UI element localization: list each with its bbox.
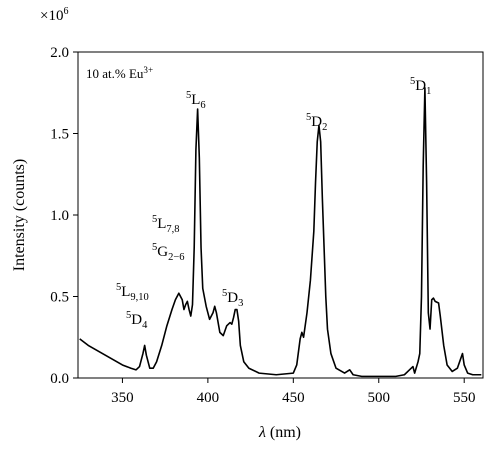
- annotation: 5L7,8: [152, 214, 180, 235]
- annotation-base: D: [227, 290, 238, 306]
- multiplier-sup: 6: [63, 6, 68, 17]
- annotation-base: 10 at.% Eu: [86, 66, 144, 81]
- annotation-base: D: [311, 114, 322, 130]
- y-axis-label: Intensity (counts): [11, 159, 28, 271]
- annotation-sup: 3+: [143, 65, 153, 75]
- annotation-sub: 2−6: [168, 252, 184, 263]
- x-tick-label: 350: [111, 390, 134, 406]
- annotation-pre: 5: [116, 282, 121, 293]
- x-label-symbol: λ: [258, 424, 266, 441]
- annotation-base: G: [157, 244, 168, 260]
- annotation-base: D: [415, 78, 426, 94]
- annotation: 5D3: [222, 288, 243, 309]
- x-axis-label: λ (nm): [258, 424, 301, 441]
- annotation-pre: 5: [410, 76, 415, 87]
- y-tick-label: 1.0: [50, 208, 69, 224]
- annotation-sub: 4: [142, 320, 148, 331]
- multiplier: ×106: [40, 6, 68, 24]
- annotation-sub: 3: [238, 298, 243, 309]
- annotation-base: L: [191, 92, 200, 108]
- annotation-pre: 5: [186, 90, 191, 101]
- spectrum-line: [79, 87, 482, 378]
- annotation-pre: 5: [152, 242, 157, 253]
- annotation-base: L: [121, 284, 130, 300]
- annotation-sub: 6: [200, 100, 205, 111]
- annotation-sub: 7,8: [166, 224, 179, 235]
- annotation-pre: 5: [126, 310, 131, 321]
- annotation: 5D1: [410, 76, 431, 97]
- x-label-unit: (nm): [270, 424, 301, 441]
- annotation-pre: 5: [222, 288, 227, 299]
- annotation-base: L: [157, 216, 166, 232]
- y-tick-label: 0.0: [50, 371, 69, 387]
- y-tick-label: 2.0: [50, 45, 69, 61]
- x-tick-label: 550: [453, 390, 476, 406]
- annotation: 5D4: [126, 310, 148, 331]
- annotation-sub: 1: [426, 86, 431, 97]
- annotation-sub: 2: [322, 122, 327, 133]
- y-tick-label: 1.5: [50, 127, 69, 143]
- multiplier-base: ×10: [40, 8, 63, 24]
- annotation: 10 at.% Eu3+: [86, 65, 153, 81]
- annotation-pre: 5: [152, 214, 157, 225]
- x-tick-label: 400: [197, 390, 220, 406]
- annotation: 5G2−6: [152, 242, 185, 263]
- x-tick-label: 500: [368, 390, 391, 406]
- annotation-pre: 5: [306, 112, 311, 123]
- annotation-sub: 9,10: [130, 292, 148, 303]
- x-tick-label: 450: [282, 390, 305, 406]
- y-tick-label: 0.5: [50, 290, 69, 306]
- annotation: 5D2: [306, 112, 327, 133]
- annotation-base: D: [131, 312, 142, 328]
- annotation: 5L9,10: [116, 282, 149, 303]
- annotation: 5L6: [186, 90, 206, 111]
